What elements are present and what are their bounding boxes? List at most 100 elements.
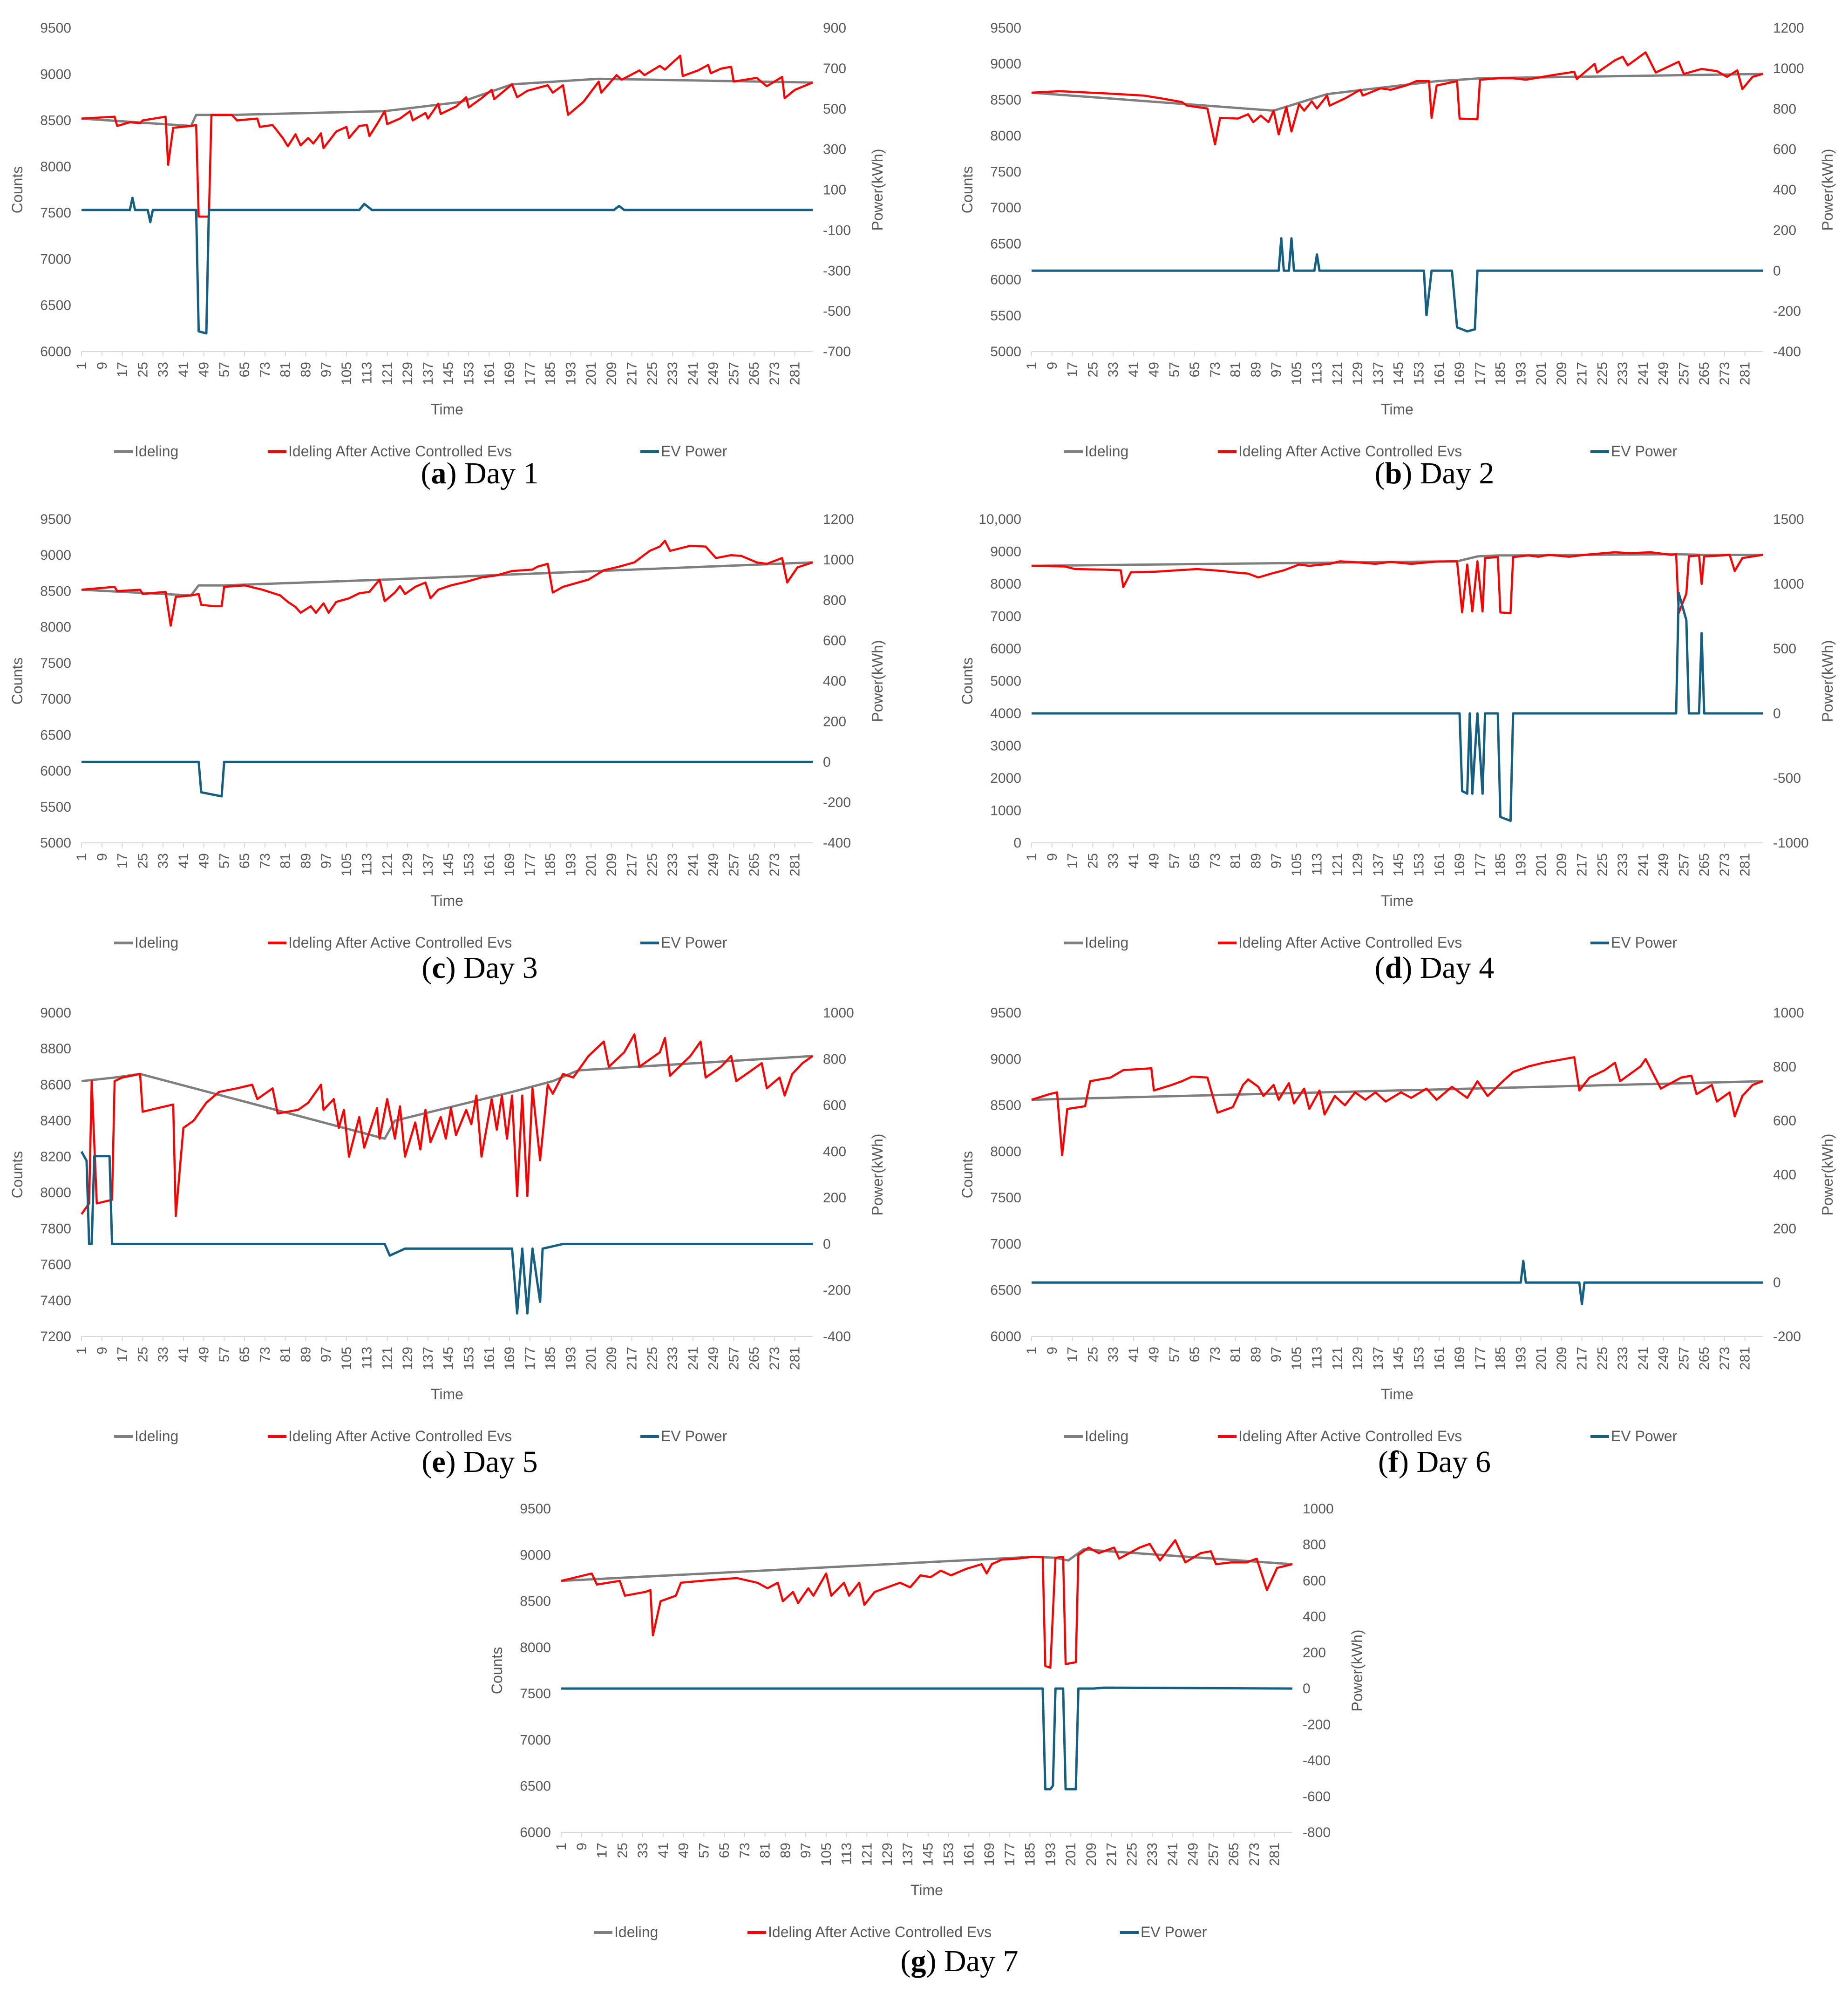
legend-ideling-after-evs-label: Ideling After Active Controlled Evs	[1238, 1428, 1462, 1444]
x-tick-label: 257	[726, 1347, 741, 1370]
x-tick-label: 153	[461, 362, 476, 385]
y2-tick-label: -500	[1773, 771, 1801, 786]
y2-tick-label: 0	[1773, 1275, 1781, 1290]
chart-svg-d: 010002000300040005000600070008000900010,…	[959, 512, 1836, 951]
y-tick-label: 8600	[40, 1077, 71, 1092]
x-tick-label: 1	[1024, 1347, 1040, 1355]
y-tick-label: 7500	[40, 656, 71, 671]
chart-panel-b: 5000 5500 6000 6500 7000 7500 8000 8500 9000 9500…	[950, 0, 1836, 470]
x-tick-label: 217	[625, 362, 640, 385]
y2-tick-label: -400	[823, 835, 851, 851]
x-tick-label: 145	[921, 1843, 936, 1866]
x-tick-label: 129	[400, 853, 415, 876]
x-tick-label: 281	[788, 362, 803, 385]
chart-panel-g: 6000 6500 7000 7500 8000 8500 9000 9500 -800 -600…	[480, 1481, 1366, 1951]
series-line-ev-power	[1032, 592, 1763, 822]
x-tick-label: 113	[839, 1843, 855, 1865]
x-tick-label: 281	[1738, 1347, 1753, 1370]
x-tick-label: 65	[1187, 1347, 1203, 1362]
y2-tick-label: 1000	[823, 552, 854, 568]
x-tick-label: 129	[880, 1843, 895, 1866]
x-tick-label: 41	[1126, 362, 1141, 377]
x-tick-label: 49	[1147, 853, 1162, 868]
x-tick-label: 249	[706, 853, 721, 876]
y2-tick-label: 1000	[1773, 61, 1804, 76]
y2-tick-label: 800	[1773, 1059, 1796, 1075]
y2-tick-label: -200	[1773, 1329, 1801, 1344]
y-tick-label: 5500	[990, 308, 1021, 324]
x-tick-label: 225	[1124, 1843, 1140, 1866]
x-tick-label: 33	[1106, 1347, 1121, 1362]
x-tick-label: 257	[726, 853, 741, 876]
x-tick-label: 73	[737, 1843, 753, 1858]
x-tick-label: 73	[1208, 853, 1223, 868]
x-tick-label: 137	[421, 1347, 436, 1370]
y2-tick-label: 600	[1773, 142, 1796, 157]
x-tick-label: 1	[74, 853, 89, 861]
y-tick-label: 8500	[990, 92, 1021, 108]
y-tick-label: 6500	[40, 727, 71, 743]
y-tick-label: 6500	[990, 236, 1021, 251]
x-tick-label: 201	[1534, 1347, 1549, 1370]
y-tick-label: 7500	[520, 1686, 551, 1702]
x-tick-label: 33	[156, 1347, 171, 1362]
x-tick-label: 193	[563, 362, 578, 385]
x-tick-label: 209	[604, 853, 619, 876]
x-tick-label: 185	[1493, 362, 1508, 385]
y2-axis-title: Power(kWh)	[1819, 149, 1836, 231]
x-tick-label: 249	[706, 1347, 721, 1370]
x-tick-label: 233	[1145, 1843, 1160, 1866]
x-tick-label: 129	[400, 362, 415, 385]
y-tick-label: 7500	[990, 164, 1021, 180]
y2-tick-label: 400	[823, 674, 846, 689]
x-tick-label: 49	[676, 1843, 692, 1858]
y2-tick-label: -500	[823, 304, 851, 319]
series-line-ev-power	[561, 1686, 1293, 1790]
y-tick-label: 5000	[990, 674, 1021, 689]
x-tick-label: 113	[1310, 362, 1325, 384]
x-tick-label: 73	[1208, 362, 1223, 377]
y2-tick-label: 1000	[1303, 1501, 1334, 1517]
x-tick-label: 265	[747, 853, 762, 876]
x-tick-label: 145	[1391, 362, 1406, 385]
series-line-ideling-after-evs	[561, 1539, 1293, 1669]
y-tick-label: 5000	[40, 835, 71, 851]
x-tick-label: 33	[156, 362, 171, 377]
caption-letter: c	[432, 951, 446, 985]
x-tick-label: 33	[156, 853, 171, 868]
x-tick-label: 225	[1595, 853, 1610, 876]
x-tick-label: 73	[1208, 1347, 1223, 1362]
x-tick-label: 25	[1085, 1347, 1101, 1362]
series-line-ideling-after-evs	[1031, 551, 1763, 614]
x-tick-label: 57	[1167, 853, 1182, 868]
y-tick-label: 5000	[990, 344, 1021, 359]
x-tick-label: 201	[1063, 1843, 1079, 1866]
caption-day: Day 7	[944, 1944, 1019, 1978]
legend-ideling-after-evs-label: Ideling After Active Controlled Evs	[768, 1924, 992, 1940]
x-tick-label: 161	[961, 1843, 977, 1866]
x-tick-label: 57	[1167, 362, 1182, 377]
x-tick-label: 121	[859, 1843, 875, 1866]
x-tick-label: 185	[543, 853, 558, 876]
y2-tick-label: -800	[1303, 1825, 1331, 1840]
x-tick-label: 17	[115, 362, 130, 377]
x-tick-label: 1	[74, 1347, 89, 1355]
series-line-ideling	[81, 77, 813, 127]
y-tick-label: 6500	[990, 1283, 1021, 1298]
y-tick-label: 8500	[990, 1098, 1021, 1113]
x-tick-label: 249	[1656, 362, 1671, 385]
x-tick-label: 9	[95, 853, 110, 861]
y-tick-label: 6000	[520, 1825, 551, 1840]
x-tick-label: 145	[441, 1347, 456, 1370]
x-tick-label: 41	[176, 853, 191, 868]
series-line-ideling-after-evs	[81, 1033, 814, 1217]
x-tick-label: 113	[360, 1347, 375, 1369]
chart-panel-f: 6000 6500 7000 7500 8000 8500 9000 9500 -200 0 200…	[950, 985, 1836, 1455]
x-tick-label: 57	[696, 1843, 712, 1858]
y-tick-label: 8400	[40, 1113, 71, 1129]
y2-tick-label: 100	[823, 183, 846, 198]
x-tick-label: 281	[1267, 1843, 1283, 1866]
y2-tick-label: 800	[823, 593, 846, 608]
x-tick-label: 257	[1676, 1347, 1692, 1370]
legend-ideling-label: Ideling	[1085, 934, 1128, 951]
